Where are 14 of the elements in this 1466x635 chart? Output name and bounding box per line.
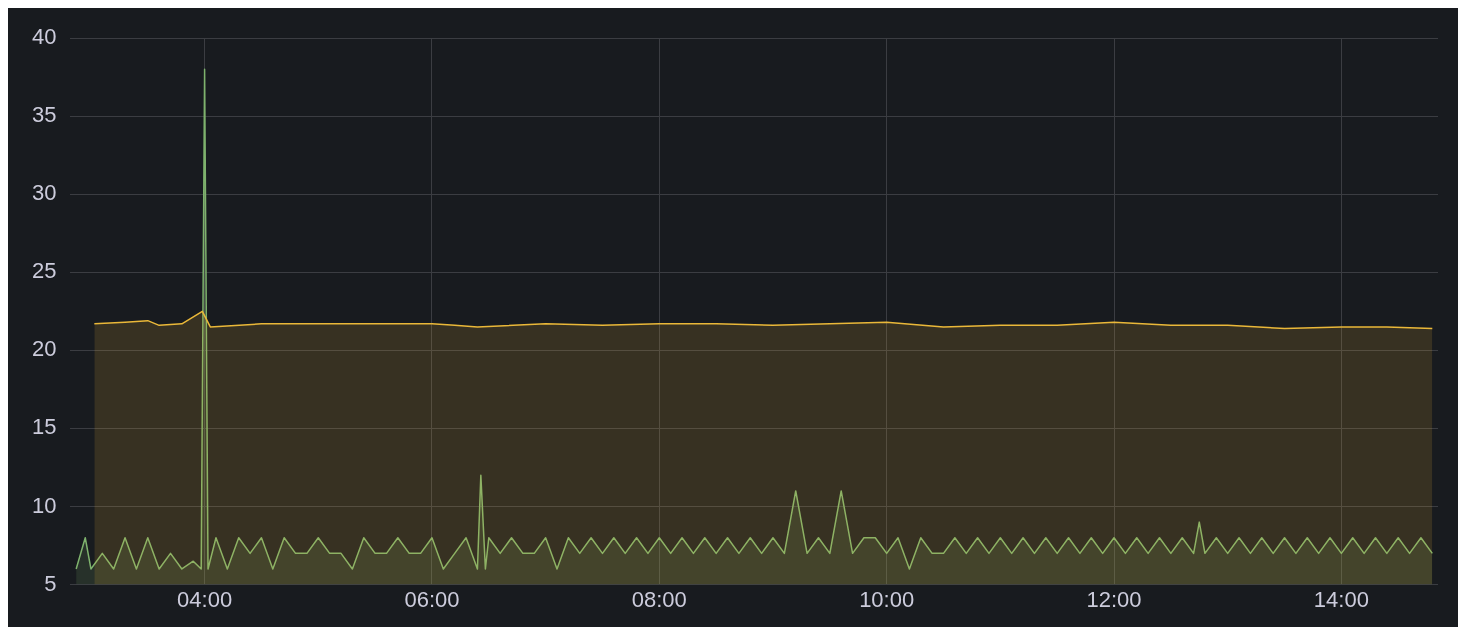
y-tick-label: 10 [31, 492, 57, 518]
y-tick-label: 5 [44, 570, 57, 596]
y-tick-label: 35 [31, 102, 57, 128]
y-tick-label: 30 [31, 180, 57, 206]
y-tick-label: 25 [31, 258, 57, 284]
x-tick-label: 12:00 [1086, 586, 1142, 612]
x-tick-label: 10:00 [859, 586, 915, 612]
y-tick-label: 20 [31, 336, 57, 362]
y-tick-label: 15 [31, 414, 57, 440]
x-tick-label: 04:00 [177, 586, 233, 612]
x-tick-label: 14:00 [1313, 586, 1369, 612]
x-tick-label: 08:00 [631, 586, 687, 612]
y-tick-label: 40 [31, 24, 57, 50]
x-tick-label: 06:00 [404, 586, 460, 612]
